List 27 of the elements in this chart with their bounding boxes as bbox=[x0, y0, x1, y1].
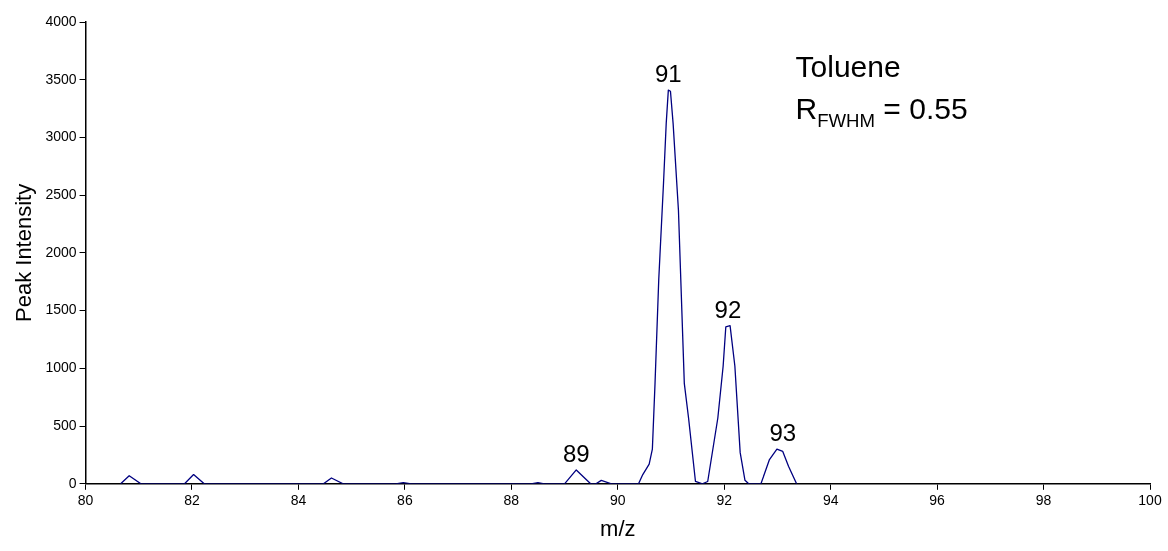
x-tick-label: 82 bbox=[184, 492, 200, 509]
annotation: 91 bbox=[654, 60, 682, 88]
y-axis-title: Peak Intensity bbox=[11, 183, 37, 322]
x-tick-label: 86 bbox=[397, 492, 413, 509]
y-tick-label: 2000 bbox=[45, 243, 77, 260]
annotation: 93 bbox=[769, 419, 797, 447]
x-tick-label: 80 bbox=[77, 492, 94, 509]
y-tick-label: 0 bbox=[68, 474, 77, 491]
x-tick-label: 90 bbox=[609, 492, 626, 509]
x-tick-label: 94 bbox=[822, 492, 839, 509]
y-tick-label: 500 bbox=[53, 416, 77, 433]
annotation: 92 bbox=[714, 295, 742, 323]
x-tick-label: 100 bbox=[1138, 492, 1162, 509]
annotation: 89 bbox=[562, 439, 590, 467]
y-tick-label: 1000 bbox=[45, 359, 77, 376]
x-tick-label: 98 bbox=[1035, 492, 1052, 509]
x-tick-label: 92 bbox=[716, 492, 733, 509]
y-tick-label: 2500 bbox=[45, 186, 77, 203]
y-tick-label: 3000 bbox=[45, 128, 77, 145]
annotation: Toluene bbox=[795, 50, 901, 83]
x-tick-label: 88 bbox=[503, 492, 520, 509]
x-axis-title: m/z bbox=[600, 515, 636, 541]
x-tick-label: 84 bbox=[290, 492, 307, 509]
y-tick-label: 1500 bbox=[45, 301, 77, 318]
x-tick-label: 96 bbox=[929, 492, 946, 509]
y-tick-label: 4000 bbox=[45, 12, 77, 29]
y-tick-label: 3500 bbox=[45, 70, 77, 87]
